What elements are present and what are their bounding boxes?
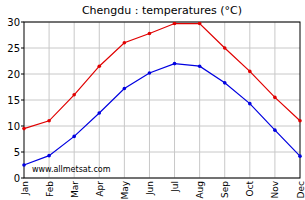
series-marker: [198, 22, 202, 25]
y-tick-label: 30: [7, 17, 20, 28]
grid-line: [24, 74, 300, 75]
grid-line: [24, 48, 300, 49]
grid-line: [24, 152, 300, 153]
x-tick-label: Dec: [296, 181, 305, 198]
x-tick-label: Sep: [220, 181, 230, 198]
chart: Chengdu : temperatures (°C)051015202530J…: [0, 0, 305, 200]
grid-line: [24, 126, 300, 127]
grid-line-x: [224, 22, 225, 178]
series-marker: [97, 111, 101, 115]
title: Chengdu : temperatures (°C): [82, 4, 242, 17]
grid-line-x: [174, 22, 175, 178]
y-tick-label: 5: [14, 147, 20, 158]
series-marker: [248, 102, 252, 106]
x-tick-label: Mar: [70, 181, 80, 198]
series-line: [24, 64, 300, 165]
x-tick-label: May: [120, 180, 130, 199]
series-marker: [123, 41, 127, 45]
series-marker: [22, 127, 26, 131]
series-marker: [273, 96, 277, 100]
chart-root: Chengdu : temperatures (°C)051015202530J…: [0, 0, 305, 200]
series-group: [22, 22, 302, 167]
series-marker: [248, 70, 252, 74]
x-tick-label: Nov: [270, 180, 280, 198]
series-marker: [173, 62, 177, 66]
series-marker: [47, 119, 51, 123]
series-marker: [298, 154, 302, 158]
series-marker: [97, 64, 101, 68]
series-marker: [223, 46, 227, 50]
x-tick-label: Apr: [95, 181, 105, 197]
grid-line-x: [249, 22, 250, 178]
x-tick-label: Jul: [170, 181, 180, 193]
y-tick-label: 10: [7, 121, 20, 132]
y-tick-label: 15: [7, 95, 20, 106]
grid-line-x: [149, 22, 150, 178]
watermark: www.allmetsat.com: [32, 165, 111, 174]
grid-line-x: [199, 22, 200, 178]
x-tick-label: Aug: [195, 181, 205, 199]
series-marker: [198, 64, 202, 68]
y-tick-label: 25: [7, 43, 20, 54]
grid-line-x: [74, 22, 75, 178]
grid-line: [24, 100, 300, 101]
grid-line-x: [99, 22, 100, 178]
x-tick-label: Feb: [45, 181, 55, 197]
series-marker: [223, 81, 227, 85]
series-marker: [72, 135, 76, 139]
x-tick-label: Jan: [20, 181, 30, 196]
x-tick-label: Oct: [245, 181, 255, 197]
series-marker: [22, 163, 26, 167]
y-tick-label: 20: [7, 69, 20, 80]
series-marker: [47, 154, 51, 158]
x-tick-label: Jun: [145, 181, 155, 196]
series-marker: [298, 119, 302, 123]
series-marker: [72, 93, 76, 97]
series-marker: [123, 87, 127, 91]
plot-frame: [24, 22, 300, 178]
series-marker: [273, 128, 277, 132]
series-marker: [148, 71, 152, 75]
series-marker: [173, 22, 177, 25]
grid-line-x: [274, 22, 275, 178]
series-marker: [148, 32, 152, 36]
grid-line-x: [124, 22, 125, 178]
